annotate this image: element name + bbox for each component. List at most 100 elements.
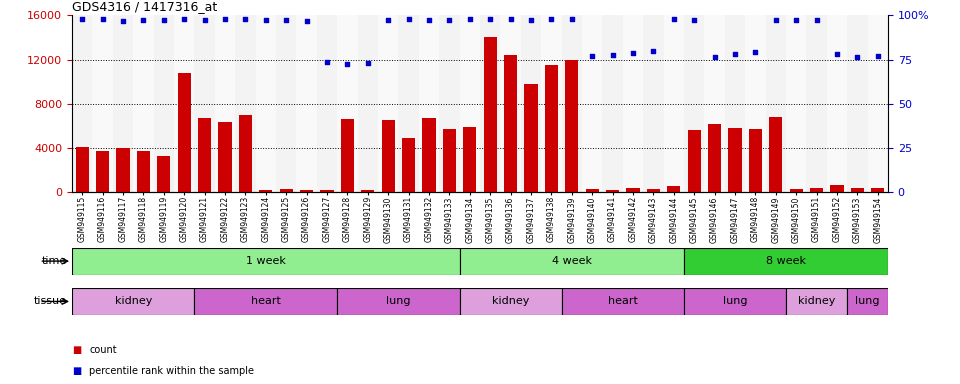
Bar [439, 15, 460, 192]
Bar [361, 190, 374, 192]
Point [646, 48, 661, 54]
Text: heart: heart [251, 296, 280, 306]
Bar [463, 127, 476, 192]
Bar [136, 151, 150, 192]
Bar [562, 15, 582, 192]
Point [483, 16, 498, 22]
Text: 4 week: 4 week [552, 256, 591, 266]
Bar [647, 189, 660, 192]
Bar [72, 15, 92, 192]
Bar [749, 129, 762, 192]
Bar [667, 187, 681, 192]
Point [462, 16, 477, 22]
Point [543, 16, 559, 22]
Bar [827, 15, 847, 192]
Bar [297, 15, 317, 192]
Text: heart: heart [608, 296, 637, 306]
Point [320, 59, 335, 65]
Bar [687, 130, 701, 192]
Bar [72, 288, 194, 315]
Point [850, 54, 865, 60]
Bar [623, 15, 643, 192]
Point [707, 54, 722, 60]
Bar [643, 15, 663, 192]
Bar [520, 15, 541, 192]
Point [217, 16, 232, 22]
Point [340, 61, 355, 67]
Bar [544, 65, 558, 192]
Bar [830, 185, 844, 192]
Bar [215, 15, 235, 192]
Point [135, 17, 151, 23]
Bar [708, 124, 721, 192]
Point [748, 49, 763, 55]
Bar [402, 138, 416, 192]
Text: lung: lung [723, 296, 747, 306]
Bar [810, 188, 824, 192]
Bar [504, 55, 517, 192]
Bar [786, 288, 848, 315]
Bar [76, 147, 89, 192]
Bar [259, 190, 273, 192]
Bar [524, 84, 538, 192]
Bar [96, 151, 109, 192]
Bar [398, 15, 419, 192]
Bar [422, 118, 436, 192]
Bar [586, 189, 599, 192]
Bar [321, 190, 334, 192]
Text: count: count [89, 345, 117, 355]
Bar [684, 248, 888, 275]
Point [728, 51, 743, 57]
Bar [357, 15, 378, 192]
Point [421, 17, 437, 23]
Bar [92, 15, 113, 192]
Point [625, 50, 640, 56]
Bar [337, 288, 460, 315]
Bar [194, 288, 337, 315]
Bar [684, 15, 705, 192]
Bar [460, 288, 562, 315]
Point [809, 17, 825, 23]
Point [278, 17, 294, 23]
Text: kidney: kidney [114, 296, 152, 306]
Bar [317, 15, 337, 192]
Bar [157, 156, 171, 192]
Point [605, 52, 620, 58]
Bar [239, 115, 252, 192]
Point [258, 17, 274, 23]
Bar [218, 122, 231, 192]
Bar [868, 15, 888, 192]
Bar [378, 15, 398, 192]
Text: lung: lung [386, 296, 411, 306]
Text: ■: ■ [72, 366, 82, 376]
Bar [154, 15, 174, 192]
Bar [443, 129, 456, 192]
Bar [484, 38, 497, 192]
Bar [848, 288, 888, 315]
Text: kidney: kidney [798, 296, 835, 306]
Bar [174, 15, 194, 192]
Bar [562, 288, 684, 315]
Bar [133, 15, 154, 192]
Bar [279, 189, 293, 192]
Bar [341, 119, 354, 192]
Point [442, 17, 457, 23]
Text: kidney: kidney [492, 296, 529, 306]
Point [380, 17, 396, 23]
Text: time: time [42, 256, 67, 266]
Bar [725, 15, 745, 192]
Text: lung: lung [855, 296, 880, 306]
Bar [684, 288, 786, 315]
Bar [705, 15, 725, 192]
Point [95, 16, 110, 22]
Bar [729, 128, 742, 192]
Bar [255, 15, 276, 192]
Bar [194, 15, 215, 192]
Point [666, 16, 682, 22]
Point [585, 53, 600, 59]
Point [788, 17, 804, 23]
Bar [786, 15, 806, 192]
Bar [116, 148, 130, 192]
Point [360, 60, 375, 66]
Bar [419, 15, 439, 192]
